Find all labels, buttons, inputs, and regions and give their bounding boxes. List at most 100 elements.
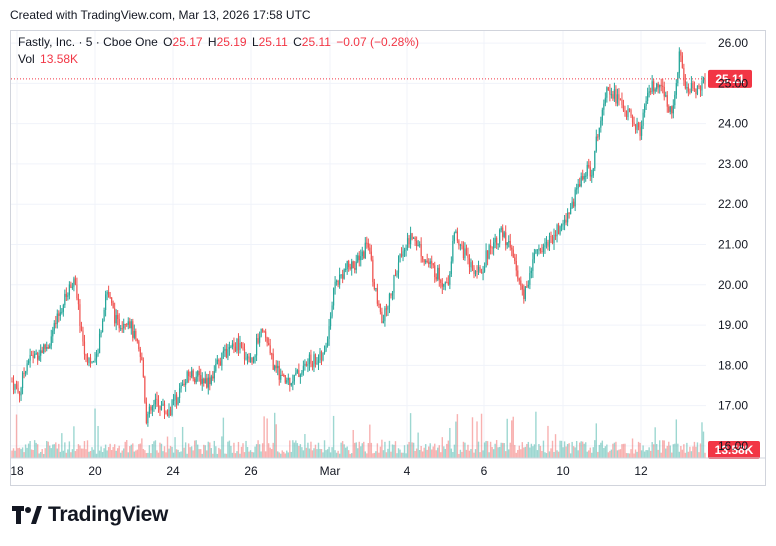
candle-body bbox=[245, 358, 247, 360]
volume-bar bbox=[527, 441, 530, 458]
candle-body bbox=[92, 361, 95, 363]
volume-bar bbox=[693, 441, 696, 458]
candle-body bbox=[699, 85, 702, 91]
candle-body bbox=[142, 360, 144, 377]
candle-body bbox=[393, 274, 395, 293]
volume-bar bbox=[582, 441, 584, 458]
volume-bar bbox=[11, 450, 13, 458]
x-tick-label: 24 bbox=[166, 464, 180, 478]
candle-body bbox=[37, 352, 39, 360]
volume-bar bbox=[206, 450, 208, 458]
candle-body bbox=[610, 94, 612, 96]
volume-bar bbox=[585, 442, 587, 458]
volume-bar bbox=[133, 451, 135, 458]
volume-bar bbox=[618, 449, 620, 458]
candle-body bbox=[698, 85, 700, 87]
volume-bar bbox=[598, 444, 601, 458]
candle-body bbox=[175, 394, 178, 405]
volume-bar bbox=[159, 442, 161, 458]
volume-bar bbox=[434, 443, 436, 458]
candle-body bbox=[296, 370, 298, 373]
volume-bar bbox=[631, 438, 634, 458]
candle-body bbox=[326, 339, 329, 346]
volume-bar bbox=[686, 442, 688, 458]
volume-bar bbox=[41, 449, 43, 458]
candle-body bbox=[259, 336, 261, 343]
volume-bar bbox=[465, 449, 468, 458]
volume-bar bbox=[655, 443, 658, 458]
candle-body bbox=[485, 250, 487, 268]
change-value: −0.07 (−0.28%) bbox=[336, 35, 419, 49]
candle-body bbox=[55, 323, 57, 325]
candle-body bbox=[230, 346, 232, 348]
candle-body bbox=[293, 374, 295, 382]
volume-bar bbox=[512, 416, 514, 458]
candle-body bbox=[151, 406, 154, 411]
candle-body bbox=[666, 95, 668, 107]
volume-bar bbox=[277, 451, 279, 458]
candle-body bbox=[413, 237, 415, 239]
volume-bar bbox=[236, 451, 238, 458]
candle-body bbox=[515, 261, 517, 271]
candle-body bbox=[174, 394, 176, 400]
candle-body bbox=[289, 377, 291, 386]
candle-body bbox=[650, 91, 652, 93]
candle-body bbox=[378, 303, 380, 305]
candle-body bbox=[512, 249, 514, 258]
candle-body bbox=[493, 242, 495, 249]
volume-bar bbox=[349, 453, 351, 458]
volume-bar bbox=[615, 441, 617, 458]
volume-bar bbox=[621, 444, 623, 458]
volume-bar bbox=[569, 453, 572, 458]
candle-body bbox=[74, 278, 77, 285]
volume-bar bbox=[263, 416, 265, 458]
candle-body bbox=[385, 308, 388, 310]
volume-bar bbox=[227, 441, 229, 458]
volume-bar bbox=[467, 444, 469, 458]
volume-bar bbox=[201, 453, 203, 458]
volume-bar bbox=[464, 442, 466, 458]
volume-bar bbox=[332, 415, 335, 458]
candle-body bbox=[397, 262, 400, 273]
volume-bar bbox=[355, 442, 357, 458]
volume-bar bbox=[207, 441, 209, 458]
candle-body bbox=[332, 288, 335, 306]
candle-body bbox=[387, 306, 389, 310]
candle-body bbox=[598, 127, 600, 137]
volume-bar bbox=[511, 420, 513, 458]
candle-body bbox=[79, 304, 81, 326]
volume-bar bbox=[423, 447, 425, 458]
candle-body bbox=[532, 259, 534, 271]
volume-bar bbox=[203, 444, 205, 458]
open-value: 25.17 bbox=[172, 35, 203, 49]
close-label: C bbox=[293, 35, 302, 49]
candle-body bbox=[298, 370, 300, 378]
candle-body bbox=[169, 409, 172, 416]
candle-body bbox=[644, 105, 646, 113]
candle-body bbox=[551, 237, 554, 243]
candle-body bbox=[391, 292, 394, 296]
volume-bar bbox=[305, 447, 308, 458]
candle-body bbox=[58, 313, 60, 316]
tradingview-logo[interactable]: TradingView bbox=[12, 503, 168, 527]
candle-body bbox=[500, 227, 502, 231]
volume-bar bbox=[444, 448, 447, 458]
candle-body bbox=[20, 387, 22, 396]
candle-body bbox=[115, 315, 117, 324]
volume-bar bbox=[153, 441, 155, 458]
volume-bar bbox=[47, 441, 49, 458]
candle-body bbox=[340, 274, 342, 276]
candle-body bbox=[53, 323, 55, 331]
candle-body bbox=[272, 353, 274, 370]
volume-bar bbox=[292, 440, 294, 458]
volume-bar bbox=[30, 449, 33, 458]
candle-body bbox=[32, 355, 34, 358]
candle-body bbox=[357, 255, 359, 262]
volume-bar bbox=[326, 449, 329, 458]
volume-bar bbox=[316, 449, 318, 458]
chart-frame bbox=[10, 30, 766, 486]
candle-body bbox=[323, 351, 326, 354]
candle-body bbox=[206, 378, 208, 388]
candle-body bbox=[248, 356, 250, 363]
